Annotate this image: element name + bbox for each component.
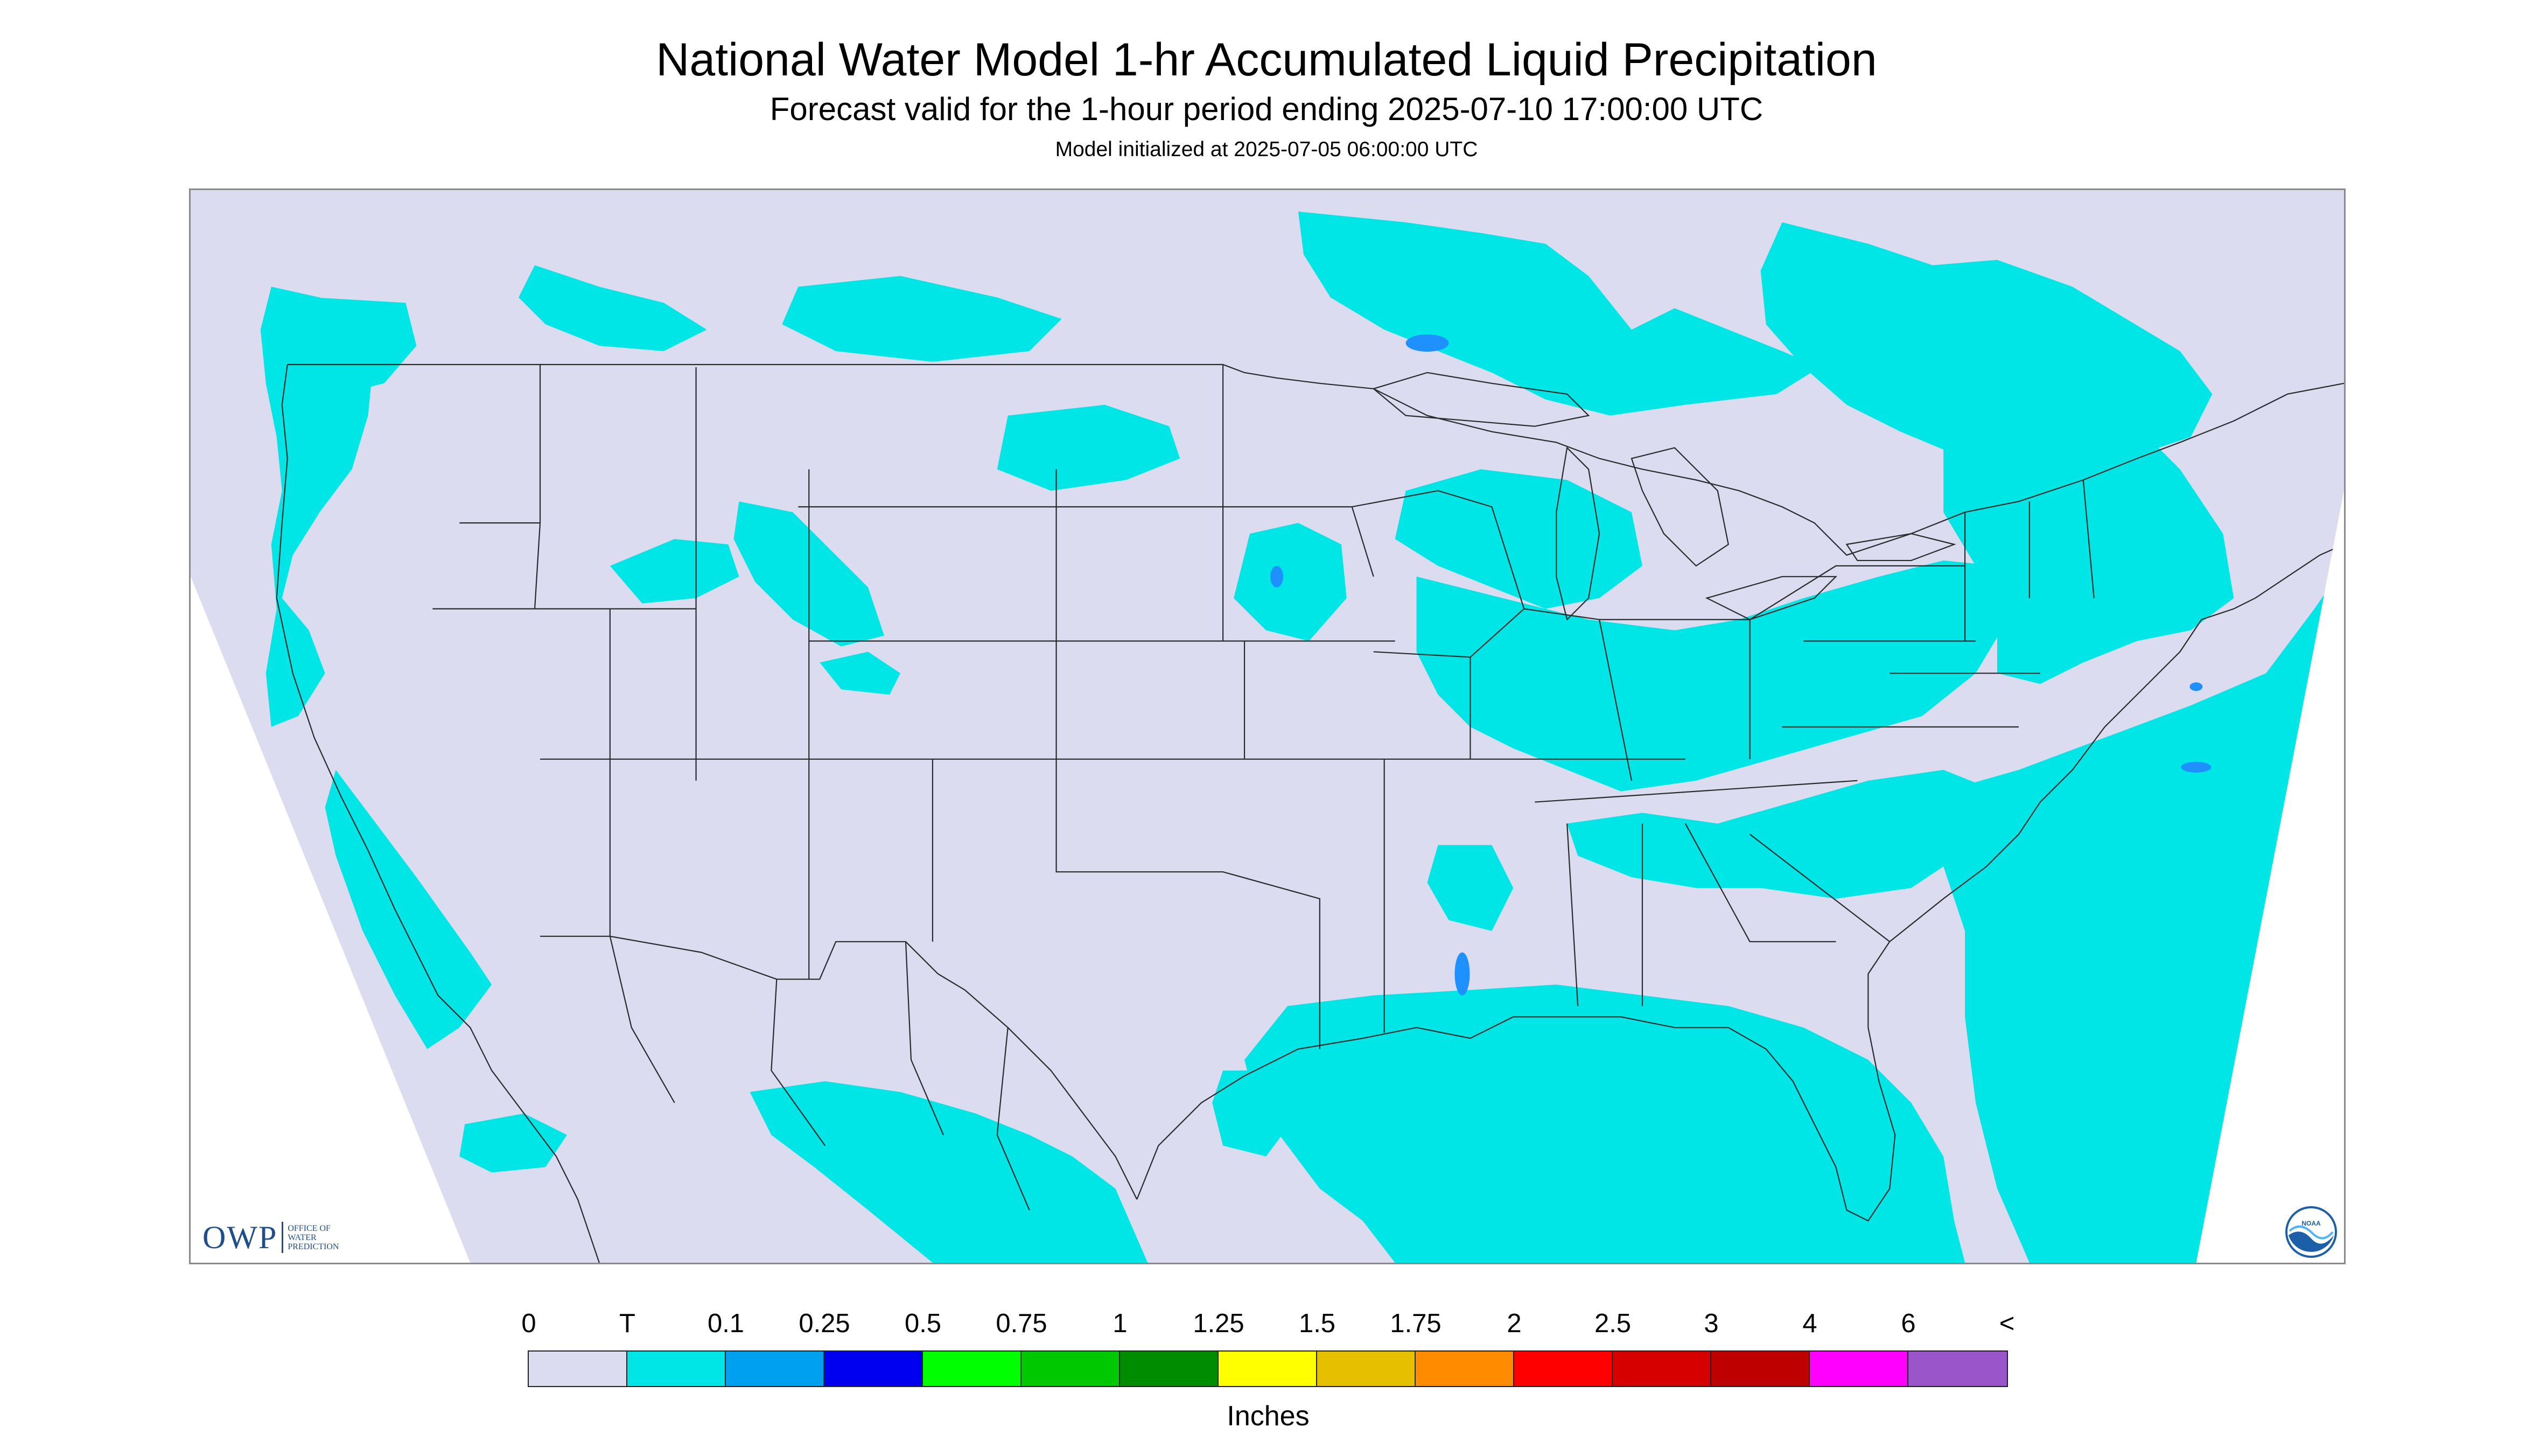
precip-area-baja xyxy=(459,1113,567,1173)
precip-spot-atlantic xyxy=(2181,761,2212,773)
legend-tick-label: 0.1 xyxy=(707,1309,745,1338)
legend-swatch xyxy=(1514,1352,1613,1386)
precip-spot-gulf xyxy=(1454,952,1470,996)
political-boundaries xyxy=(276,363,2344,1263)
noaa-logo-icon: NOAA xyxy=(2285,1206,2337,1258)
owp-logo: OWP OFFICE OF WATER PREDICTION xyxy=(202,1219,339,1256)
legend-tick-label: 6 xyxy=(1901,1309,1916,1338)
precip-area-eastern-pacific xyxy=(325,769,492,1049)
legend-swatch xyxy=(726,1352,824,1386)
precip-area-mississippi xyxy=(1427,845,1514,931)
model-domain xyxy=(191,190,2344,1263)
legend-tick-label: 1.25 xyxy=(1193,1309,1244,1338)
precipitation-map: OWP OFFICE OF WATER PREDICTION NOAA xyxy=(189,188,2346,1264)
mexico-state-lines xyxy=(609,936,1030,1210)
legend-swatch xyxy=(1120,1352,1219,1386)
legend-swatch xyxy=(627,1352,726,1386)
legend-tick-label: 1.5 xyxy=(1298,1309,1336,1338)
legend-swatch xyxy=(1317,1352,1416,1386)
legend-swatch xyxy=(1021,1352,1120,1386)
legend-swatch xyxy=(1613,1352,1711,1386)
precip-area-montana xyxy=(519,265,707,352)
legend-swatch xyxy=(1810,1352,1908,1386)
map-canvas xyxy=(191,190,2344,1263)
legend-tick-label: 0 xyxy=(521,1309,536,1338)
lake-erie xyxy=(1705,576,1838,620)
legend-swatch xyxy=(1711,1352,1810,1386)
precip-spot-mid-atlantic xyxy=(2189,682,2203,691)
owp-logo-subtext: OFFICE OF WATER PREDICTION xyxy=(288,1223,339,1251)
precip-area-pacific-northwest xyxy=(260,286,374,727)
outside-domain xyxy=(191,491,2344,1263)
legend-swatch xyxy=(529,1352,627,1386)
precipitation-legend: 0 T 0.1 0.25 0.5 0.75 1 1.25 1.5 1.75 2 2.5 3 4 6 < Inc… xyxy=(521,1308,2014,1448)
legend-tick-label: 0.75 xyxy=(996,1309,1047,1338)
precip-area-texas-coast xyxy=(1212,1070,1298,1157)
us-canada-border xyxy=(287,363,2344,556)
model-init-note: Model initialized at 2025-07-05 06:00:00… xyxy=(1055,138,1478,161)
legend-tick-label: 1 xyxy=(1112,1309,1128,1338)
legend-tick-label: 1.75 xyxy=(1390,1309,1442,1338)
precip-area-carolinas xyxy=(1567,769,1997,899)
state-lines xyxy=(432,365,2095,1049)
map-title: National Water Model 1-hr Accumulated Li… xyxy=(656,34,1877,86)
legend-tick-label: 2 xyxy=(1507,1309,1522,1338)
precip-area-bc-coast xyxy=(314,297,417,394)
lake-huron xyxy=(1631,447,1729,567)
legend-swatch xyxy=(1219,1352,1317,1386)
precip-area-gulf-coast xyxy=(1244,984,1965,1263)
legend-swatch xyxy=(1416,1352,1514,1386)
precip-area-north-plains xyxy=(997,404,1180,491)
legend-swatch xyxy=(923,1352,1021,1386)
noaa-logo-text: NOAA xyxy=(2301,1220,2321,1227)
legend-color-bar xyxy=(528,1350,2008,1387)
precip-area-western-atlantic xyxy=(1943,565,2344,1263)
us-west-coastline xyxy=(276,364,600,1263)
legend-tick-label: 3 xyxy=(1704,1309,1719,1338)
precip-area-quebec xyxy=(1760,222,2213,470)
legend-tick-label: 0.25 xyxy=(799,1309,850,1338)
owp-logo-divider xyxy=(282,1222,284,1253)
legend-swatch xyxy=(1908,1352,2007,1386)
legend-tick-label: < xyxy=(1999,1309,2015,1338)
owp-logo-letters: OWP xyxy=(202,1219,278,1255)
lake-superior xyxy=(1372,372,1590,427)
precip-area-michigan-wisconsin xyxy=(1395,469,1642,609)
legend-units-label: Inches xyxy=(1227,1401,1310,1432)
lake-ontario xyxy=(1845,533,1956,562)
precip-area-ontario xyxy=(1298,211,1820,416)
precip-area-idaho xyxy=(610,539,739,604)
forecast-valid-subtitle: Forecast valid for the 1-hour period end… xyxy=(769,91,1764,127)
legend-tick-label: 0.5 xyxy=(904,1309,942,1338)
precip-area-ohio-valley xyxy=(1416,560,2008,792)
legend-swatch xyxy=(824,1352,923,1386)
legend-tick-label: T xyxy=(619,1309,635,1338)
legend-tick-label: 4 xyxy=(1802,1309,1817,1338)
precip-area-minnesota xyxy=(1234,523,1347,641)
precip-area-canada-prairie xyxy=(782,276,1062,362)
precipitation-light-areas xyxy=(1270,334,2212,996)
precip-spot-minnesota xyxy=(1270,565,1283,587)
us-mexico-border xyxy=(540,935,1138,1200)
precip-area-colorado xyxy=(820,652,901,695)
lake-michigan xyxy=(1556,446,1600,621)
legend-tick-label: 2.5 xyxy=(1594,1309,1632,1338)
precip-area-northern-mexico xyxy=(750,1081,1148,1263)
precip-spot-ontario xyxy=(1405,334,1449,352)
gulf-and-east-coastline xyxy=(1136,544,2344,1222)
